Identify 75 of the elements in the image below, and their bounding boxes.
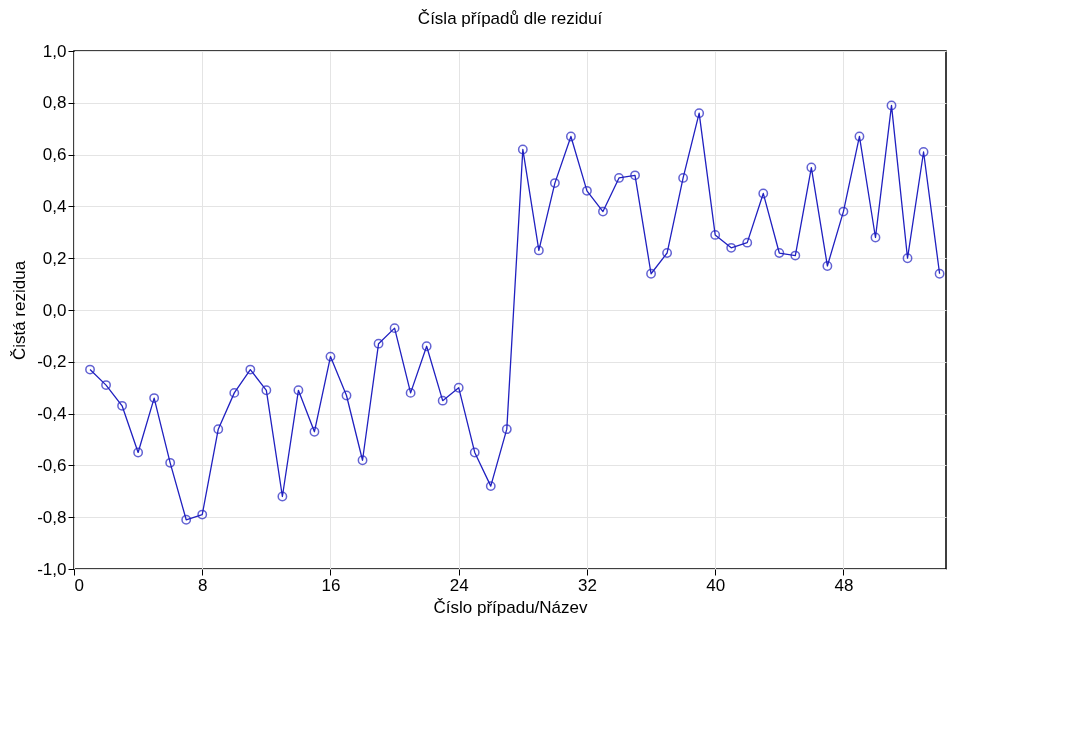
point (742, 237, 753, 248)
point (918, 147, 929, 157)
y-tick-label: 0,0 (42, 300, 67, 320)
point (133, 447, 144, 458)
x-tick-label: 24 (449, 575, 469, 595)
point (149, 393, 160, 403)
point (453, 382, 464, 393)
point (646, 268, 656, 279)
point (582, 185, 592, 196)
x-tick-label: 16 (321, 575, 341, 595)
x-tick-label: 48 (834, 575, 854, 595)
point (758, 188, 769, 199)
point (870, 232, 881, 243)
point (293, 385, 304, 396)
point (485, 481, 496, 492)
chart-title: Čísla případů dle reziduí (417, 9, 603, 28)
point (549, 178, 560, 189)
point (373, 338, 384, 349)
y-tick-label: -0,2 (37, 352, 67, 372)
point (101, 380, 111, 391)
y-tick-label: -0,4 (37, 404, 67, 424)
y-tick-label: 0,2 (42, 248, 67, 268)
point (630, 170, 640, 181)
x-tick-label: 40 (706, 575, 726, 595)
point (277, 491, 288, 502)
point (517, 144, 528, 155)
point (678, 172, 689, 183)
point (421, 341, 432, 352)
x-axis-title: Číslo případu/Název (433, 597, 589, 617)
point (213, 424, 224, 435)
point (181, 514, 192, 525)
x-tick-label: 0 (74, 575, 84, 595)
y-tick-label: 0,6 (42, 145, 67, 165)
point (934, 268, 945, 279)
point (774, 248, 785, 258)
point (309, 426, 320, 437)
point (710, 229, 721, 240)
point (565, 131, 576, 142)
point (389, 323, 400, 334)
point (229, 387, 240, 398)
y-tick-label: -0,8 (37, 507, 67, 527)
x-tick-label: 8 (198, 575, 208, 595)
point (726, 242, 737, 253)
point (165, 457, 176, 468)
point (886, 100, 897, 111)
point (662, 248, 673, 258)
point (85, 364, 95, 375)
point (469, 447, 480, 458)
y-tick-label: 0,4 (42, 196, 67, 216)
x-tick-label: 32 (577, 575, 597, 595)
point (245, 364, 256, 375)
point (357, 455, 368, 466)
point (790, 250, 801, 261)
point (117, 400, 128, 411)
point (694, 108, 705, 119)
point (325, 351, 336, 362)
y-tick-label: 1,0 (42, 41, 67, 61)
point (902, 253, 913, 264)
y-tick-label: -0,6 (37, 455, 67, 475)
point (501, 424, 512, 435)
point (341, 390, 352, 401)
y-tick-label: 0,8 (42, 93, 67, 113)
y-axis-title: Čistá rezidua (10, 260, 30, 361)
point (598, 206, 608, 217)
point (806, 162, 817, 173)
point (854, 131, 865, 142)
point (437, 395, 448, 406)
point (197, 509, 208, 520)
point (822, 261, 833, 271)
point (533, 245, 544, 256)
point (261, 385, 272, 396)
point (838, 206, 849, 217)
point (614, 172, 624, 183)
point (405, 387, 416, 398)
y-tick-label: -1,0 (37, 559, 67, 579)
